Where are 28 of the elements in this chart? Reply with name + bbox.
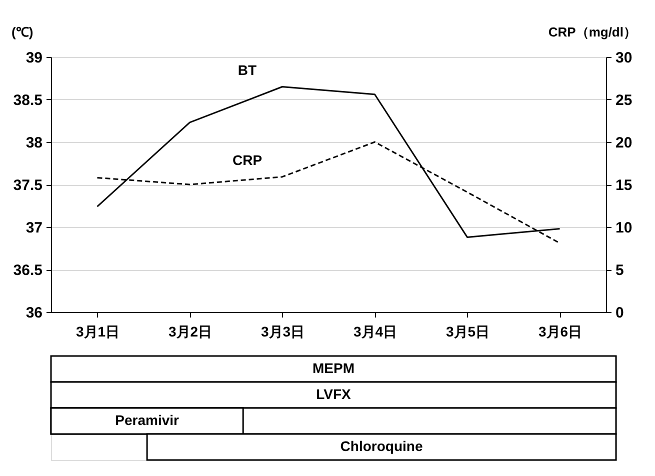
- y-axis-title: (℃): [12, 24, 34, 40]
- text: MEPM: [312, 360, 354, 376]
- y2-tick-label: 25: [616, 92, 632, 109]
- x-tick-label: 3月3日: [260, 324, 305, 340]
- y2-tick-label: 15: [616, 177, 632, 194]
- y2-axis-title: CRP（mg/dl）: [548, 24, 636, 40]
- x-tick-label: 3月6日: [538, 324, 582, 340]
- y-tick-label: 36: [26, 304, 42, 322]
- text: LVFX: [316, 386, 352, 402]
- y-tick-label: 38: [26, 134, 42, 152]
- y-tick-label: 36.5: [13, 262, 42, 279]
- y2-tick-label: 0: [616, 304, 624, 322]
- series-label: CRP: [232, 152, 262, 168]
- y-tick-label: 37.5: [13, 177, 42, 194]
- y2-tick-label: 20: [616, 134, 632, 152]
- y-tick-label: 37: [26, 220, 42, 236]
- y-tick-label: 38.5: [13, 92, 42, 109]
- x-tick-label: 3月5日: [446, 324, 490, 340]
- x-tick-label: 3月2日: [168, 324, 212, 340]
- text: Chloroquine: [340, 438, 423, 454]
- x-tick-label: 3月4日: [353, 324, 398, 340]
- y2-tick-label: 10: [616, 220, 632, 236]
- x-tick-label: 3月1日: [76, 324, 120, 340]
- y2-tick-label: 30: [616, 50, 632, 66]
- y-tick-label: 39: [26, 50, 42, 66]
- y2-tick-label: 5: [616, 262, 624, 279]
- series-label: BT: [238, 62, 258, 78]
- text: Peramivir: [115, 412, 180, 428]
